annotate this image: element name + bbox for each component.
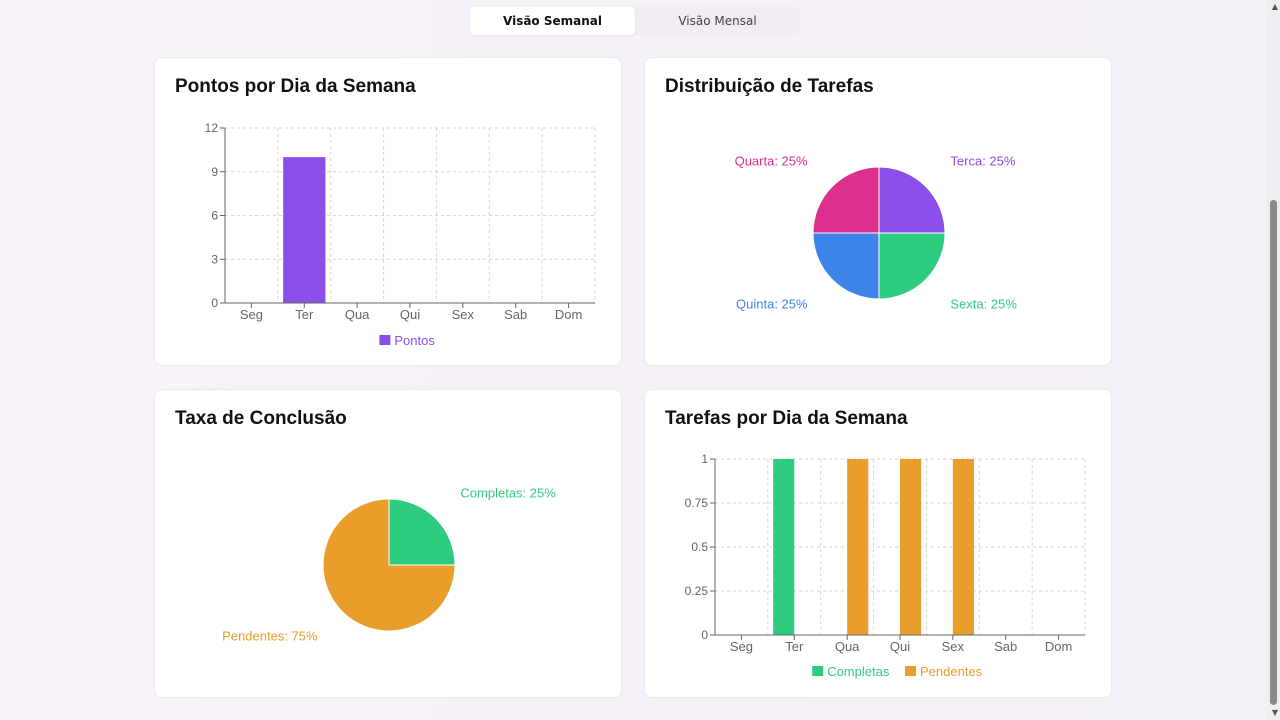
y-tick-label: 12 [205,121,219,135]
y-tick-label: 0 [211,296,218,310]
completion-chart-title: Taxa de Conclusão [175,408,347,429]
scroll-up-arrow-icon[interactable]: ▲ [1271,2,1278,11]
tasks-chart-title: Tarefas por Dia da Semana [665,408,908,429]
bar-completas-ter [773,459,795,635]
points-chart-title: Pontos por Dia da Semana [175,76,416,97]
legend-label-pendentes: Pendentes [920,664,983,679]
y-tick-label: 0.75 [685,496,709,510]
pie-label-quinta: Quinta: 25% [736,296,808,311]
completion-pie-chart: Completas: 25% Pendentes: 75% [222,486,556,644]
legend-swatch-pontos [379,335,391,345]
x-tick-label: Sex [452,307,475,322]
legend-swatch-pendentes [905,666,916,676]
tab-weekly-view[interactable]: Visão Semanal [470,7,635,35]
legend-label-completas: Completas [827,664,890,679]
y-tick-label: 0.5 [691,540,708,554]
x-tick-label: Dom [1045,639,1072,654]
x-tick-label: Qui [890,639,910,654]
y-tick-label: 3 [211,252,218,266]
scrollbar-thumb[interactable] [1270,200,1277,705]
bar-pontos-ter [283,157,326,303]
x-tick-label: Sab [504,307,527,322]
x-tick-label: Ter [295,307,314,322]
pie-slice-sexta [878,232,946,300]
x-tick-label: Dom [555,307,582,322]
view-tabs: Visão Semanal Visão Mensal [470,7,800,35]
bar-pendentes-qua [847,459,869,635]
pie-slice-quarta [812,166,880,234]
distribution-chart-card: Distribuição de Tarefas Terca: 25% Sexta:… [644,57,1112,366]
y-tick-label: 6 [211,209,218,223]
tasks-chart-card: Tarefas por Dia da Semana 0 0.25 0.5 0.75 1 S… [644,389,1112,698]
pie-label-quarta: Quarta: 25% [735,154,808,169]
pie-slice-terca [878,166,946,234]
bar-pendentes-sex [952,459,974,635]
tab-monthly-view[interactable]: Visão Mensal [678,14,757,28]
pie-label-terca: Terca: 25% [950,154,1015,169]
pie-slice-completas [388,498,456,566]
bar-pendentes-qui [900,459,922,635]
x-tick-label: Seg [730,639,753,654]
points-bar-chart: 0 3 6 9 12 Seg Ter Qua Qui Sex Sab Dom Pontos [205,121,596,348]
y-tick-label: 0 [701,628,708,642]
x-tick-label: Sex [942,639,965,654]
pie-slice-pendentes [322,498,456,632]
distribution-pie-chart: Terca: 25% Sexta: 25% Quinta: 25% Quarta: 2… [735,154,1018,312]
y-tick-label: 9 [211,165,218,179]
page-scrollbar[interactable]: ▲ ▼ [1266,0,1280,720]
pie-label-sexta: Sexta: 25% [950,296,1017,311]
x-tick-label: Sab [994,639,1017,654]
completion-chart-card: Taxa de Conclusão Completas: 25% Pendente… [154,389,622,698]
y-tick-label: 0.25 [685,584,709,598]
x-tick-label: Qui [400,307,420,322]
legend-swatch-completas [812,666,824,676]
scroll-down-arrow-icon[interactable]: ▼ [1271,708,1278,717]
pie-label-completas: Completas: 25% [460,486,556,501]
legend-label-pontos: Pontos [394,333,435,348]
tasks-bar-chart: 0 0.25 0.5 0.75 1 Seg Ter Qua Qui Sex Sab Dom Comple… [685,452,1086,679]
points-chart-card: Pontos por Dia da Semana 0 3 6 9 12 Seg Ter Qua… [154,57,622,366]
y-tick-label: 1 [701,452,708,466]
x-tick-label: Seg [240,307,263,322]
pie-label-pendentes: Pendentes: 75% [222,628,318,643]
x-tick-label: Ter [785,639,804,654]
distribution-chart-title: Distribuição de Tarefas [665,76,874,97]
x-tick-label: Qua [345,307,370,322]
pie-slice-quinta [812,232,880,300]
x-tick-label: Qua [835,639,860,654]
